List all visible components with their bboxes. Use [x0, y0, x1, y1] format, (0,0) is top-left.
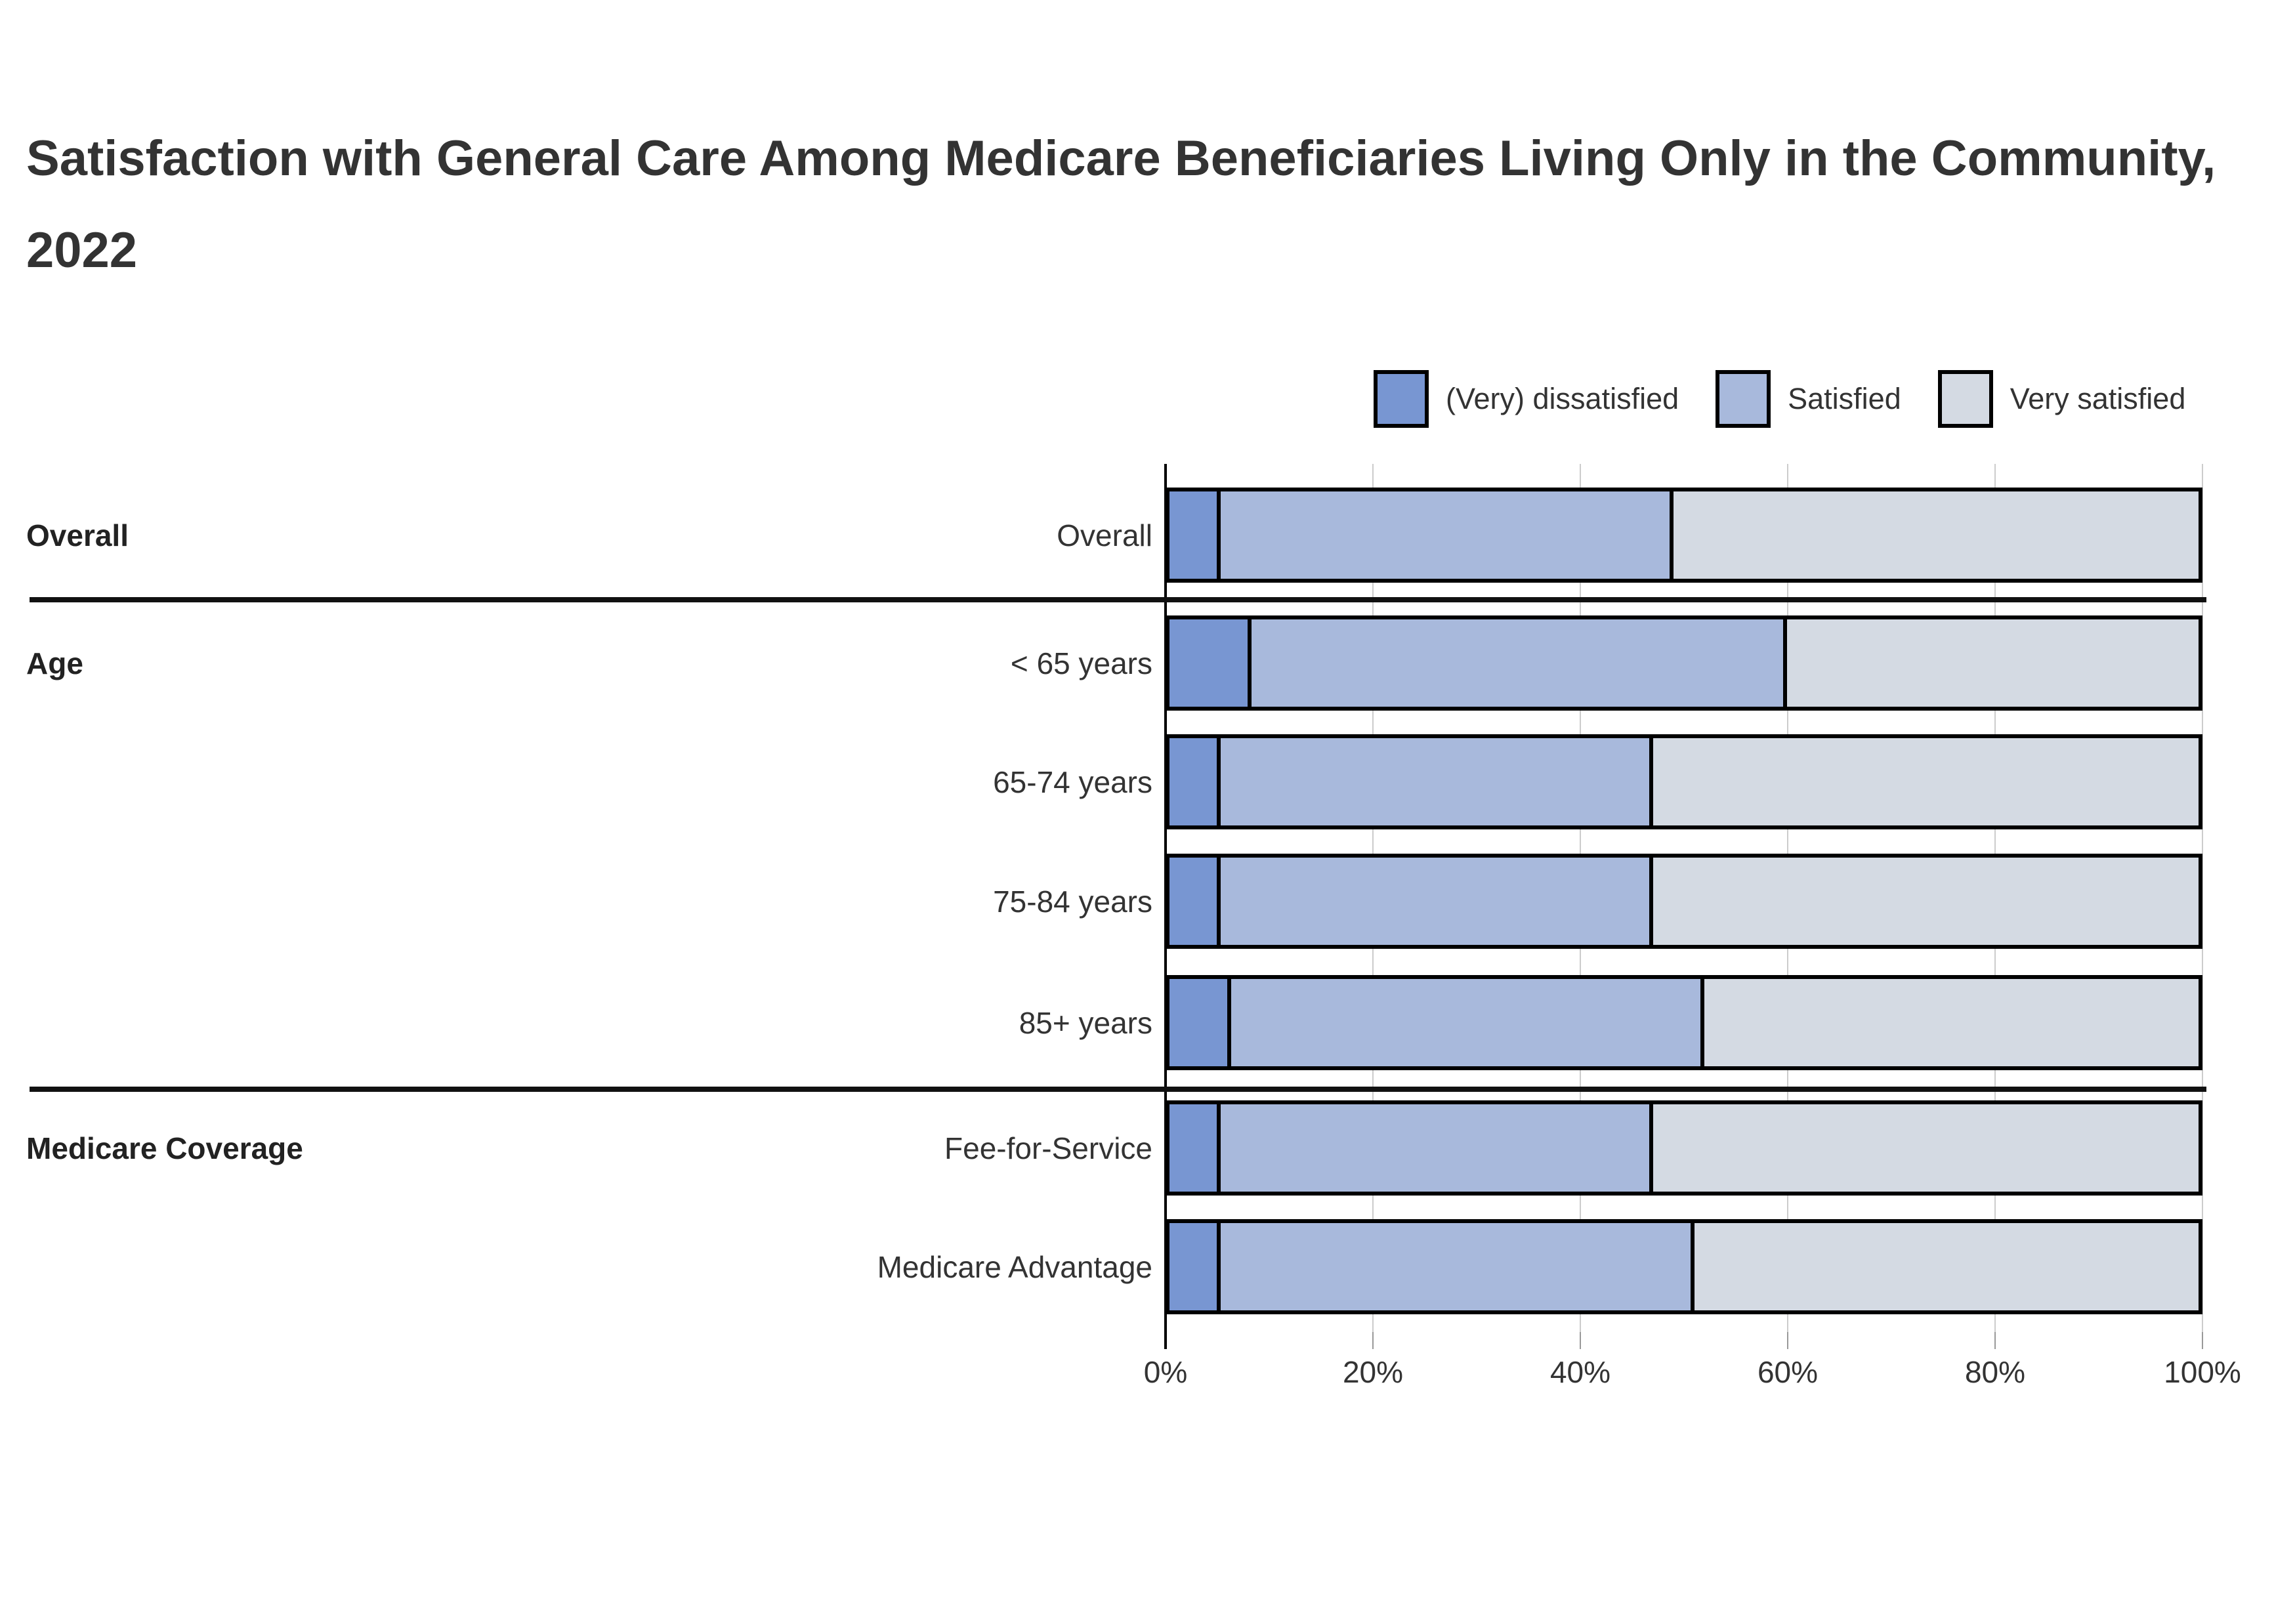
bar-segment	[1786, 619, 2199, 707]
group-separator	[30, 597, 2206, 602]
legend-swatch	[1716, 370, 1771, 428]
axis-tick-label: 100%	[2164, 1355, 2241, 1389]
bar-segment	[1653, 1104, 2199, 1192]
axis-tick-label: 20%	[1342, 1355, 1404, 1389]
bar-row	[1166, 1219, 2202, 1314]
axis-tick	[1994, 1332, 1996, 1349]
group-label: Medicare Coverage	[26, 1131, 303, 1165]
bar-segment	[1221, 1104, 1653, 1192]
axis-tick-label: 80%	[1964, 1355, 2026, 1389]
bar-segment	[1221, 491, 1674, 579]
group-label: Age	[26, 646, 83, 680]
bar-row	[1166, 615, 2202, 711]
legend: (Very) dissatisfied Satisfied Very satisfi…	[1374, 367, 2185, 430]
bar-row	[1166, 975, 2202, 1070]
bar-segment	[1653, 738, 2199, 825]
legend-item: Very satisfied	[1937, 370, 2186, 428]
axis-tick	[1787, 1332, 1788, 1349]
axis-tick	[1372, 1332, 1374, 1349]
bar-segment	[1169, 858, 1221, 945]
row-label: 75-84 years	[993, 884, 1152, 919]
bar-segment	[1169, 619, 1252, 707]
row-label: Medicare Advantage	[877, 1249, 1152, 1284]
legend-item: Satisfied	[1716, 370, 1901, 428]
chart-title: Satisfaction with General Care Among Med…	[26, 131, 2216, 278]
group-separator	[30, 1087, 2206, 1092]
group-label: Overall	[26, 518, 129, 552]
axis-tick	[1164, 1332, 1167, 1349]
legend-label: Very satisfied	[2010, 382, 2186, 415]
bar-segment	[1169, 1104, 1221, 1192]
bar-row	[1166, 854, 2202, 949]
legend-item: (Very) dissatisfied	[1374, 370, 1679, 428]
row-label: Fee-for-Service	[944, 1131, 1152, 1165]
bar-row	[1166, 734, 2202, 829]
bar-segment	[1169, 1223, 1221, 1310]
bar-segment	[1694, 1223, 2199, 1310]
bar-segment	[1169, 491, 1221, 579]
axis-tick-label: 0%	[1143, 1355, 1188, 1389]
bar-segment	[1252, 619, 1787, 707]
bar-segment	[1221, 858, 1653, 945]
axis-tick-label: 40%	[1549, 1355, 1611, 1389]
bar-row	[1166, 1100, 2202, 1196]
row-label: 65-74 years	[993, 764, 1152, 799]
bar-segment	[1221, 1223, 1695, 1310]
bar-segment	[1221, 738, 1653, 825]
bar-segment	[1169, 738, 1221, 825]
bar-segment	[1653, 858, 2199, 945]
axis-tick	[2202, 1332, 2203, 1349]
bar-segment	[1169, 979, 1232, 1066]
bar-segment	[1704, 979, 2199, 1066]
bar-segment	[1231, 979, 1705, 1066]
row-label: Overall	[1057, 518, 1152, 552]
row-label: 85+ years	[1019, 1005, 1152, 1040]
axis-tick	[1580, 1332, 1581, 1349]
legend-swatch	[1374, 370, 1429, 428]
axis-tick-label: 60%	[1757, 1355, 1819, 1389]
legend-label: (Very) dissatisfied	[1446, 382, 1679, 415]
row-label: < 65 years	[1010, 646, 1152, 680]
legend-label: Satisfied	[1788, 382, 1901, 415]
bar-row	[1166, 488, 2202, 583]
bar-segment	[1674, 491, 2199, 579]
gridline	[2202, 464, 2203, 1332]
legend-swatch	[1937, 370, 1993, 428]
